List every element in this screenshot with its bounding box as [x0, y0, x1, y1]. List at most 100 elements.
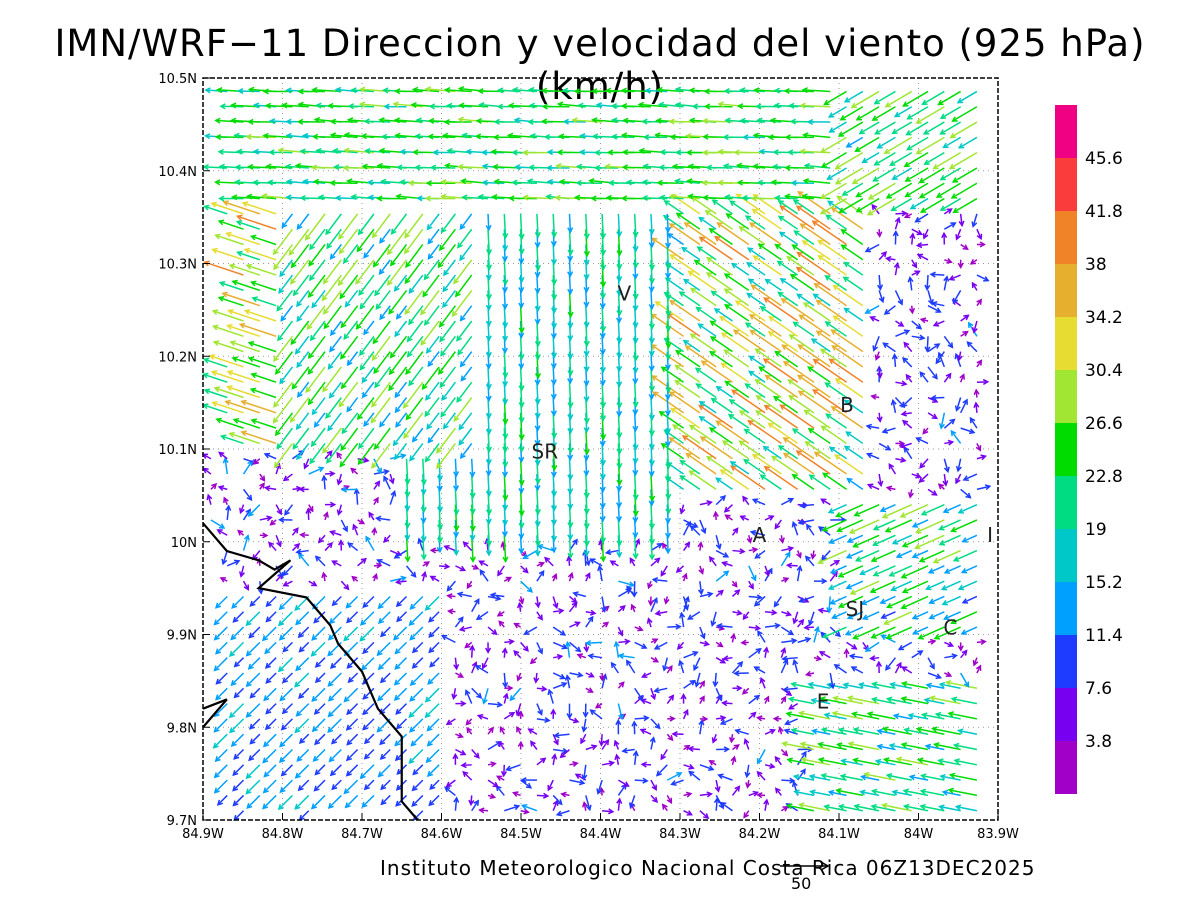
wind-arrow-head: [501, 647, 508, 654]
wind-arrow-head: [782, 437, 789, 443]
wind-arrow-head: [927, 299, 934, 306]
wind-arrow: [617, 320, 621, 343]
wind-arrow: [688, 270, 717, 292]
wind-arrow: [215, 748, 228, 762]
wind-arrow: [536, 336, 539, 360]
wind-arrow-head: [915, 148, 922, 155]
wind-arrow-head: [485, 224, 492, 232]
wind-arrow: [346, 748, 359, 761]
wind-arrow: [452, 688, 457, 699]
wind-arrow-head: [666, 664, 673, 672]
wind-arrow: [698, 323, 717, 337]
wind-arrow: [900, 503, 929, 518]
wind-arrow-head: [950, 429, 957, 437]
wind-arrow-head: [656, 543, 663, 549]
wind-arrow-head: [947, 711, 954, 718]
wind-arrow: [536, 229, 539, 247]
wind-arrow-head: [457, 85, 465, 93]
wind-arrow: [390, 244, 408, 266]
wind-arrow-head: [363, 420, 370, 427]
wind-arrow-head: [676, 643, 683, 650]
wind-arrow: [454, 617, 464, 628]
wind-arrow-head: [757, 630, 763, 637]
wind-arrow-head: [551, 322, 558, 330]
wind-arrow: [307, 351, 326, 375]
wind-arrow-head: [502, 433, 509, 440]
wind-arrow-head: [960, 629, 967, 635]
wind-arrow-head: [228, 712, 235, 719]
wind-arrow-head: [233, 753, 240, 760]
wind-arrow-head: [243, 247, 251, 254]
wind-arrow-head: [616, 448, 623, 455]
wind-arrow: [453, 259, 473, 284]
wind-arrow: [487, 443, 490, 465]
wind-arrow: [943, 503, 961, 513]
wind-arrow: [853, 534, 880, 548]
wind-arrow: [357, 558, 367, 567]
wind-arrow-head: [221, 291, 228, 298]
wind-arrow-head: [379, 178, 387, 185]
wind-arrow-head: [819, 696, 826, 703]
wind-arrow: [753, 255, 782, 276]
wind-arrow-head: [247, 663, 254, 670]
wind-arrow-head: [836, 742, 843, 749]
wind-arrow: [339, 442, 359, 467]
wind-arrow-head: [357, 229, 364, 236]
wind-arrow: [666, 397, 669, 415]
wind-arrow: [710, 320, 733, 337]
wind-arrow-head: [446, 585, 453, 592]
wind-arrow: [951, 519, 978, 532]
wind-arrow: [874, 152, 896, 166]
wind-arrow: [683, 279, 701, 292]
wind-arrow-head: [379, 677, 387, 684]
wind-arrow: [568, 229, 572, 255]
wind-arrow-head: [872, 345, 879, 352]
wind-arrow-head: [837, 602, 845, 609]
wind-arrow-head: [363, 456, 370, 463]
wind-arrow-head: [567, 414, 574, 421]
wind-arrow-head: [573, 88, 580, 95]
wind-arrow-head: [780, 695, 787, 703]
wind-arrow: [963, 473, 978, 481]
wind-arrow-head: [460, 375, 467, 382]
wind-arrow-head: [716, 694, 723, 702]
wind-arrow: [902, 580, 929, 593]
wind-arrow: [222, 550, 228, 564]
wind-arrow: [358, 274, 375, 296]
wind-arrow-head: [882, 342, 889, 349]
wind-arrow-head: [715, 543, 722, 551]
wind-arrow-head: [883, 148, 890, 154]
wind-arrow-head: [394, 132, 401, 139]
wind-arrow: [781, 498, 794, 506]
wind-arrow-head: [651, 784, 657, 791]
wind-arrow-head: [501, 380, 509, 388]
wind-arrow-head: [946, 258, 953, 264]
wind-arrow-head: [219, 577, 227, 583]
wind-arrow-head: [229, 340, 236, 347]
wind-arrow-head: [555, 810, 563, 817]
wind-arrow: [948, 712, 978, 720]
wind-arrow-head: [848, 528, 856, 534]
wind-arrow-head: [922, 233, 929, 240]
wind-arrow: [927, 366, 938, 379]
wind-arrow-head: [260, 193, 268, 200]
wind-arrow-head: [558, 608, 565, 615]
wind-arrow: [356, 305, 375, 330]
colorbar-swatch: [1055, 688, 1077, 741]
wind-arrow: [883, 342, 896, 353]
wind-arrow: [329, 381, 342, 398]
wind-arrow-head: [358, 518, 366, 525]
wind-arrow-head: [767, 134, 774, 141]
wind-arrow-head: [420, 489, 427, 496]
wind-arrow: [667, 625, 681, 628]
wind-arrow-head: [245, 620, 252, 627]
wind-arrow-head: [266, 179, 274, 186]
wind-arrow-head: [787, 497, 795, 504]
wind-arrow: [279, 366, 294, 384]
wind-arrow-head: [325, 412, 332, 420]
wind-arrow: [954, 759, 978, 766]
wind-arrow-head: [785, 711, 792, 718]
wind-arrow-head: [687, 270, 694, 277]
wind-arrow: [939, 519, 961, 531]
wind-arrow-head: [486, 540, 493, 547]
